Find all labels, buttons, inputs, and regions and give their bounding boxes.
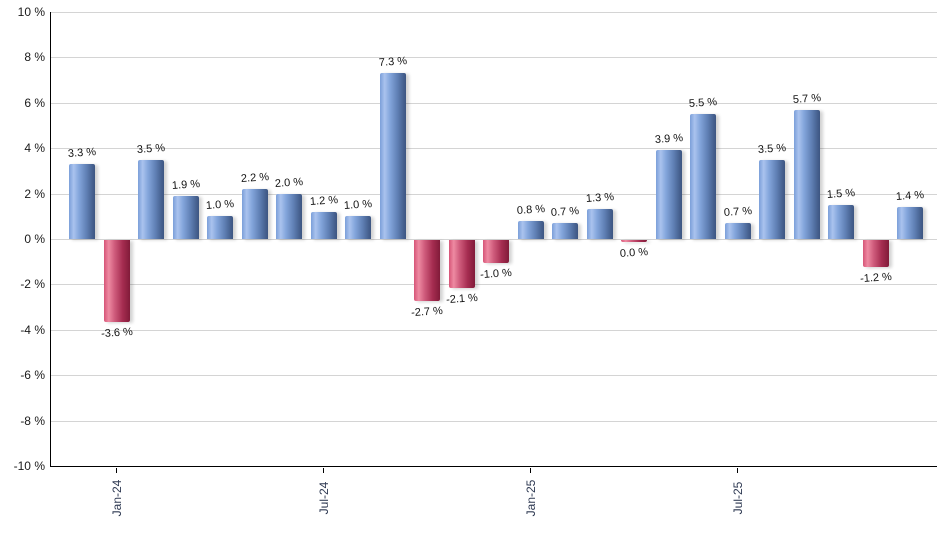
x-tick-label: Jan-24 <box>109 479 124 517</box>
gridline <box>51 239 937 240</box>
gridline <box>51 148 937 150</box>
x-tick-label: Jan-25 <box>523 479 538 517</box>
bar-value-label: 1.3 % <box>585 191 614 206</box>
bar-positive <box>517 220 544 239</box>
bar-positive <box>828 204 854 239</box>
bar-value-label: 5.7 % <box>792 91 821 106</box>
bar-negative <box>448 240 475 288</box>
gridline <box>51 57 937 59</box>
bar-positive <box>552 223 578 239</box>
bar-negative <box>621 240 647 242</box>
bar-positive <box>690 114 716 239</box>
bar-value-label: 0.0 % <box>619 245 649 260</box>
bar-negative <box>103 240 130 322</box>
y-tick-label: 4 % <box>24 141 45 156</box>
y-tick-label: -8 % <box>20 413 45 428</box>
x-axis-tick <box>529 467 532 473</box>
bar-positive <box>241 189 268 239</box>
bar-positive <box>586 209 613 239</box>
x-tick-label: Jul-24 <box>316 481 331 515</box>
bar-value-label: 3.3 % <box>67 146 97 161</box>
gridline <box>51 12 937 13</box>
bar-negative <box>483 240 509 263</box>
y-tick-label: 6 % <box>24 95 45 110</box>
bar-value-label: 7.3 % <box>378 55 407 70</box>
y-tick-label: -10 % <box>13 459 45 473</box>
plot-area: 10 % 8 % 6 % 4 % 2 % 0 % -2 % -4 % -6 % -8 % -10 %… <box>14 5 937 516</box>
y-tick-label: 10 % <box>17 5 45 19</box>
x-tick-label: Jul-25 <box>730 481 745 515</box>
bar-negative <box>862 240 889 268</box>
bar-positive <box>207 216 233 239</box>
gridline <box>51 193 937 195</box>
gridline <box>51 284 937 286</box>
bar-positive <box>276 193 302 239</box>
bar-positive <box>759 159 785 239</box>
gridline <box>51 420 937 422</box>
bar-positive <box>69 164 95 239</box>
bar-positive <box>345 216 371 239</box>
bar-value-label: 3.5 % <box>136 141 166 156</box>
x-axis-tick <box>322 467 325 473</box>
bar-value-label: -3.6 % <box>100 325 133 340</box>
bar-positive <box>793 109 820 239</box>
y-tick-label: 0 % <box>24 232 45 246</box>
y-tick-label: -6 % <box>20 368 45 383</box>
bar-positive <box>724 223 751 239</box>
gridline <box>51 375 937 377</box>
bar-negative <box>414 240 440 302</box>
y-tick-label: 2 % <box>24 186 45 201</box>
y-tick-label: -4 % <box>20 322 45 337</box>
bar-positive <box>379 73 406 239</box>
gridline <box>51 329 937 331</box>
bar-value-label: 5.5 % <box>688 96 718 111</box>
bar-value-label: 1.4 % <box>895 189 925 204</box>
bar-positive <box>897 207 923 239</box>
x-axis-tick <box>115 467 118 473</box>
bar-positive <box>655 150 682 239</box>
y-tick-label: 8 % <box>24 50 45 65</box>
gridline <box>51 102 937 104</box>
bar-positive <box>172 195 199 239</box>
bar-positive <box>310 211 337 239</box>
bar-positive <box>138 159 164 239</box>
y-tick-label: -2 % <box>20 277 45 292</box>
x-axis-tick <box>736 467 739 473</box>
